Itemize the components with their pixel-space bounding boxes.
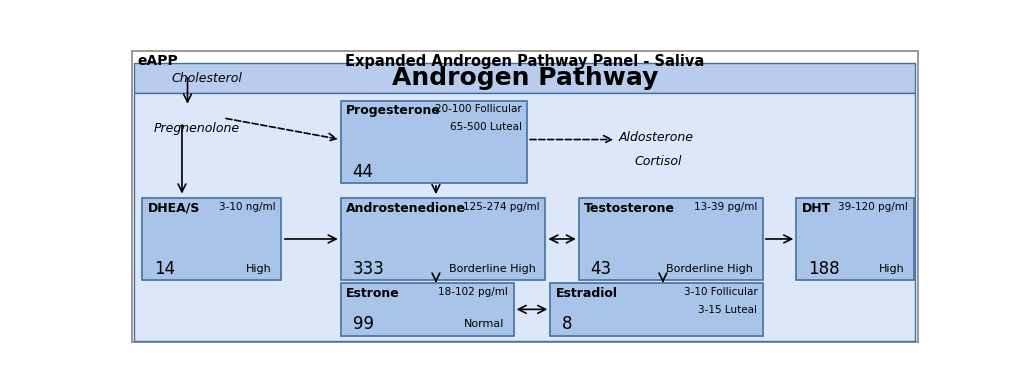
Text: 8: 8 [562,315,572,333]
Text: Borderline High: Borderline High [667,264,754,274]
Text: Aldosterone: Aldosterone [618,131,693,144]
FancyBboxPatch shape [797,198,913,280]
Text: DHT: DHT [802,202,831,215]
Text: Borderline High: Borderline High [450,264,536,274]
FancyBboxPatch shape [142,198,282,280]
Text: Estradiol: Estradiol [556,287,617,300]
Text: 3-10 ng/ml: 3-10 ng/ml [219,202,275,212]
Text: Testosterone: Testosterone [585,202,675,215]
Text: Pregnenolone: Pregnenolone [154,122,240,135]
Text: Cortisol: Cortisol [634,155,682,168]
Text: 39-120 pg/ml: 39-120 pg/ml [839,202,908,212]
Text: 20-100 Follicular: 20-100 Follicular [435,104,521,114]
Text: Estrone: Estrone [346,287,400,300]
Text: 333: 333 [352,260,384,278]
Text: High: High [879,264,904,274]
Text: 44: 44 [352,163,374,180]
Text: 99: 99 [352,315,374,333]
Text: eAPP: eAPP [137,54,178,68]
FancyBboxPatch shape [341,198,546,280]
Text: 14: 14 [155,260,175,278]
Text: 43: 43 [591,260,611,278]
FancyBboxPatch shape [132,51,918,342]
FancyBboxPatch shape [550,283,763,336]
FancyBboxPatch shape [341,283,514,336]
Text: 3-15 Luteal: 3-15 Luteal [698,305,758,315]
Text: Progesterone: Progesterone [346,104,441,117]
FancyBboxPatch shape [134,93,915,341]
Text: 125-274 pg/ml: 125-274 pg/ml [463,202,540,212]
Text: 188: 188 [808,260,840,278]
Text: 3-10 Follicular: 3-10 Follicular [684,287,758,297]
Text: DHEA/S: DHEA/S [147,202,201,215]
Text: Normal: Normal [464,319,504,329]
FancyBboxPatch shape [579,198,763,280]
Text: 13-39 pg/ml: 13-39 pg/ml [694,202,758,212]
Text: 18-102 pg/ml: 18-102 pg/ml [438,287,508,297]
Text: Cholesterol: Cholesterol [172,72,243,85]
FancyBboxPatch shape [134,63,915,93]
Text: High: High [246,264,271,274]
Text: Expanded Androgen Pathway Panel - Saliva: Expanded Androgen Pathway Panel - Saliva [345,54,705,69]
Text: 65-500 Luteal: 65-500 Luteal [450,122,521,132]
FancyBboxPatch shape [341,101,527,183]
Text: Androgen Pathway: Androgen Pathway [391,65,658,89]
Text: Androstenedione: Androstenedione [346,202,466,215]
